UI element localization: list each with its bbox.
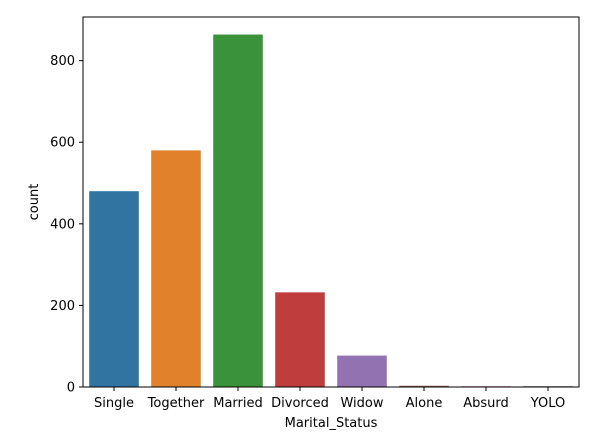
bars-group	[89, 34, 573, 387]
y-axis-label: count	[27, 184, 42, 221]
x-tick-label: Divorced	[271, 396, 329, 411]
bar-divorced	[275, 292, 325, 387]
x-tick-label: Single	[94, 396, 134, 411]
y-tick-label: 800	[50, 54, 75, 69]
x-axis-label: Marital_Status	[285, 416, 378, 431]
bar-alone	[399, 385, 449, 387]
x-axis: Single Together Married Divorced Widow Alone A…	[94, 387, 565, 411]
bar-together	[151, 150, 201, 387]
y-tick-label: 400	[50, 217, 75, 232]
x-tick-label: Married	[213, 396, 263, 411]
x-tick-label: Absurd	[463, 396, 509, 411]
axes-frame	[82, 16, 580, 388]
x-tick-label: Widow	[340, 396, 383, 411]
bar-widow	[337, 355, 387, 387]
y-tick-label: 0	[67, 381, 75, 396]
y-axis: 0 200 400 600 800	[50, 54, 83, 396]
bar-single	[89, 191, 139, 387]
x-tick-label: Alone	[406, 396, 443, 411]
y-tick-label: 200	[50, 299, 75, 314]
plot-area	[82, 16, 580, 388]
bar-married	[213, 34, 263, 387]
x-tick-label: Together	[147, 396, 205, 411]
x-tick-label: YOLO	[530, 396, 565, 411]
y-tick-label: 600	[50, 136, 75, 151]
